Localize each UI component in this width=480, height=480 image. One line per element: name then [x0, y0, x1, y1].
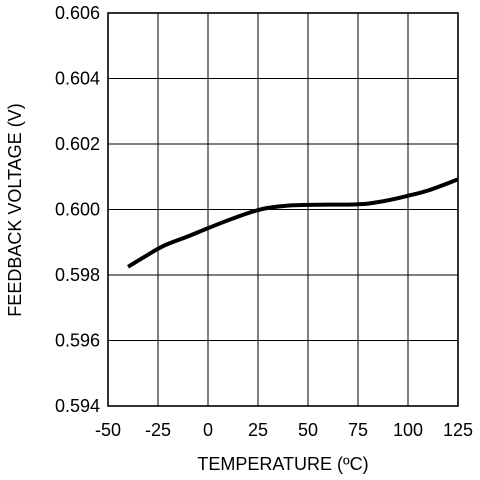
series-layer [126, 177, 459, 269]
y-tick-label: 0.604 [55, 69, 100, 89]
x-tick-label: -25 [145, 420, 171, 440]
y-tick-label: 0.596 [55, 331, 100, 351]
plot-frame [107, 12, 459, 407]
y-axis-title: FEEDBACK VOLTAGE (V) [5, 103, 25, 316]
x-tick-label: 100 [393, 420, 423, 440]
x-tick-labels: -50 -25 0 25 50 75 100 125 [95, 420, 473, 440]
y-tick-label: 0.594 [55, 396, 100, 416]
x-tick-label: -50 [95, 420, 121, 440]
x-axis-title: TEMPERATURE (ºC) [197, 454, 368, 474]
y-tick-label: 0.598 [55, 265, 100, 285]
x-tick-label: 25 [248, 420, 268, 440]
x-tick-label: 50 [298, 420, 318, 440]
y-tick-labels: 0.594 0.596 0.598 0.600 0.602 0.604 0.606 [55, 3, 100, 416]
x-tick-label: 75 [348, 420, 368, 440]
y-tick-label: 0.606 [55, 3, 100, 23]
x-tick-label: 125 [443, 420, 473, 440]
y-tick-label: 0.602 [55, 134, 100, 154]
y-tick-label: 0.600 [55, 200, 100, 220]
series-line [126, 177, 459, 269]
x-tick-label: 0 [203, 420, 213, 440]
grid [107, 12, 459, 407]
